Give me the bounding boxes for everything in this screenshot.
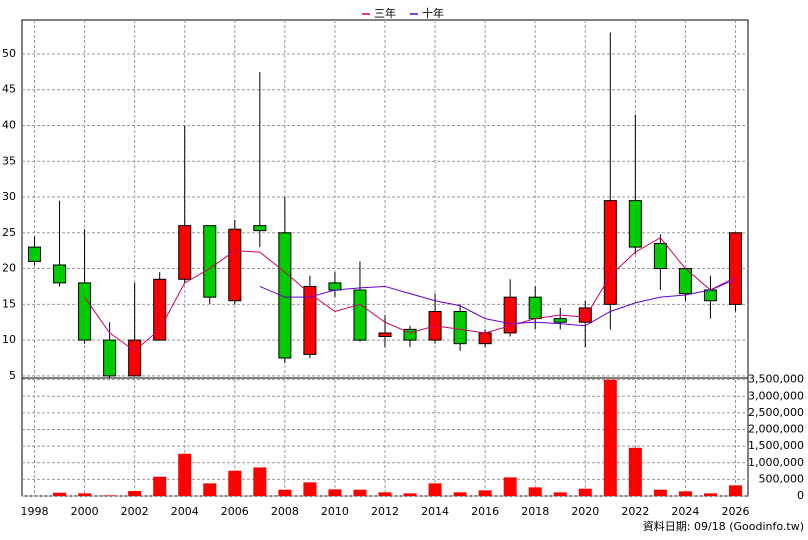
- candle-body: [703, 289, 717, 302]
- candle-body: [528, 296, 542, 320]
- candle-body: [503, 296, 517, 334]
- y-tick-label: 15: [2, 297, 16, 310]
- volume-bar: [353, 489, 367, 496]
- y-tick-label: 35: [2, 154, 16, 167]
- candle-body: [228, 228, 242, 302]
- candle-body: [478, 332, 492, 345]
- candle-body: [453, 310, 467, 345]
- volume-bar: [378, 492, 392, 496]
- y-tick-label: 40: [2, 119, 16, 132]
- volume-bar: [478, 490, 492, 496]
- candle-body: [28, 246, 42, 262]
- y-tick-label: 10: [2, 333, 16, 346]
- candle-body: [53, 264, 67, 284]
- volume-bar: [628, 447, 642, 496]
- volume-bar: [528, 487, 542, 496]
- candle-body: [628, 200, 642, 248]
- volume-bar: [78, 493, 92, 496]
- volume-bar: [453, 492, 467, 496]
- y2-tick-label: 2,000,000: [748, 423, 804, 436]
- x-tick-label: 2024: [671, 505, 699, 518]
- candle-body: [553, 318, 567, 323]
- volume-bar: [178, 453, 192, 496]
- x-tick-label: 2026: [721, 505, 749, 518]
- x-tick-label: 2006: [221, 505, 249, 518]
- y2-tick-label: 2,500,000: [748, 406, 804, 419]
- volume-bar: [503, 477, 517, 496]
- volume-bar: [278, 489, 292, 496]
- legend-label: 十年: [422, 6, 444, 20]
- y-tick-label: 50: [2, 47, 16, 60]
- volume-bar: [128, 491, 142, 496]
- x-tick-label: 2020: [571, 505, 599, 518]
- candle-body: [178, 225, 192, 280]
- candle-body: [253, 225, 267, 232]
- volume-bar: [303, 482, 317, 496]
- x-tick-label: 2012: [371, 505, 399, 518]
- ma-line: [84, 237, 736, 352]
- y2-tick-label: 1,500,000: [748, 439, 804, 452]
- candle-body: [353, 289, 367, 341]
- x-tick-label: 2002: [121, 505, 149, 518]
- candle-body: [203, 225, 217, 298]
- candle-body: [403, 328, 417, 341]
- volume-bar: [428, 483, 442, 496]
- volume-bar: [203, 483, 217, 496]
- y-tick-label: 25: [2, 226, 16, 239]
- x-tick-label: 1998: [21, 505, 49, 518]
- y2-tick-label: 1,000,000: [748, 456, 804, 469]
- candle-body: [153, 278, 167, 341]
- candle-body: [128, 339, 142, 377]
- volume-bar: [653, 489, 667, 496]
- x-tick-label: 2016: [471, 505, 499, 518]
- candle-body: [278, 232, 292, 359]
- y-tick-label: 30: [2, 190, 16, 203]
- x-tick-label: 2004: [171, 505, 199, 518]
- x-tick-label: 2000: [71, 505, 99, 518]
- y2-tick-label: 0: [797, 489, 804, 502]
- y-tick-label: 5: [9, 369, 16, 382]
- volume-bar: [253, 467, 267, 496]
- volume-bar: [678, 491, 692, 496]
- volume-bar: [228, 470, 242, 496]
- x-tick-label: 2008: [271, 505, 299, 518]
- y-tick-label: 45: [2, 83, 16, 96]
- volume-bar: [553, 492, 567, 496]
- legend-label: 三年: [374, 6, 396, 20]
- candle-body: [303, 285, 317, 355]
- candle-body: [78, 282, 92, 341]
- volume-bar: [728, 485, 742, 496]
- volume-bar: [703, 493, 717, 496]
- y-tick-label: 20: [2, 262, 16, 275]
- volume-bar: [328, 489, 342, 496]
- ma-line: [259, 278, 736, 327]
- candle-body: [728, 232, 742, 305]
- candle-body: [603, 200, 617, 305]
- volume-bar: [103, 495, 117, 496]
- y2-tick-label: 500,000: [759, 472, 805, 485]
- volume-bar: [153, 476, 167, 496]
- candle-body: [653, 243, 667, 270]
- candle-body: [328, 282, 342, 291]
- candle-body: [378, 332, 392, 338]
- volume-bar: [53, 492, 67, 496]
- volume-bar: [403, 493, 417, 496]
- source-note: 資料日期: 09/18 (Goodinfo.tw): [643, 519, 804, 533]
- volume-bar: [603, 379, 617, 496]
- y2-tick-label: 3,000,000: [748, 389, 804, 402]
- x-tick-label: 2010: [321, 505, 349, 518]
- y2-tick-label: 3,500,000: [748, 373, 804, 386]
- x-tick-label: 2014: [421, 505, 449, 518]
- candle-body: [103, 339, 117, 377]
- x-tick-label: 2022: [621, 505, 649, 518]
- x-tick-label: 2018: [521, 505, 549, 518]
- volume-bar: [578, 488, 592, 496]
